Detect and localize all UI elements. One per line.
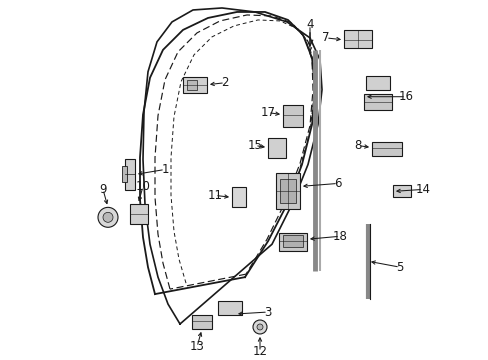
Text: 9: 9 <box>99 183 106 196</box>
Text: 18: 18 <box>332 230 347 243</box>
Bar <box>283 235 303 247</box>
Text: 3: 3 <box>264 306 271 319</box>
Circle shape <box>98 207 118 227</box>
Bar <box>275 174 299 210</box>
Text: 16: 16 <box>398 90 413 103</box>
Bar <box>267 138 285 158</box>
Bar <box>122 166 127 183</box>
Bar <box>363 94 391 110</box>
Circle shape <box>103 212 113 222</box>
Bar <box>392 185 410 197</box>
Bar <box>186 80 197 90</box>
Text: 14: 14 <box>415 183 429 196</box>
Text: 11: 11 <box>207 189 222 202</box>
Text: 17: 17 <box>260 106 275 119</box>
Bar <box>218 301 242 315</box>
Bar <box>183 77 206 93</box>
Text: 1: 1 <box>161 163 168 176</box>
Bar <box>125 158 135 190</box>
Text: 5: 5 <box>395 261 403 274</box>
Bar <box>279 233 306 251</box>
Bar <box>280 179 295 203</box>
Circle shape <box>252 320 266 334</box>
Text: 10: 10 <box>135 180 150 193</box>
Bar <box>371 141 401 156</box>
Circle shape <box>257 324 263 330</box>
Text: 2: 2 <box>221 76 228 89</box>
Bar <box>231 188 245 207</box>
Text: 8: 8 <box>354 139 361 152</box>
Bar <box>365 76 389 90</box>
Bar <box>283 105 303 127</box>
Text: 15: 15 <box>247 139 262 152</box>
Bar <box>130 204 148 224</box>
Text: 13: 13 <box>189 341 204 354</box>
Text: 7: 7 <box>322 31 329 44</box>
Text: 6: 6 <box>334 177 341 190</box>
Bar <box>192 315 212 329</box>
Text: 4: 4 <box>305 18 313 31</box>
Text: 12: 12 <box>252 345 267 359</box>
Bar <box>343 30 371 48</box>
